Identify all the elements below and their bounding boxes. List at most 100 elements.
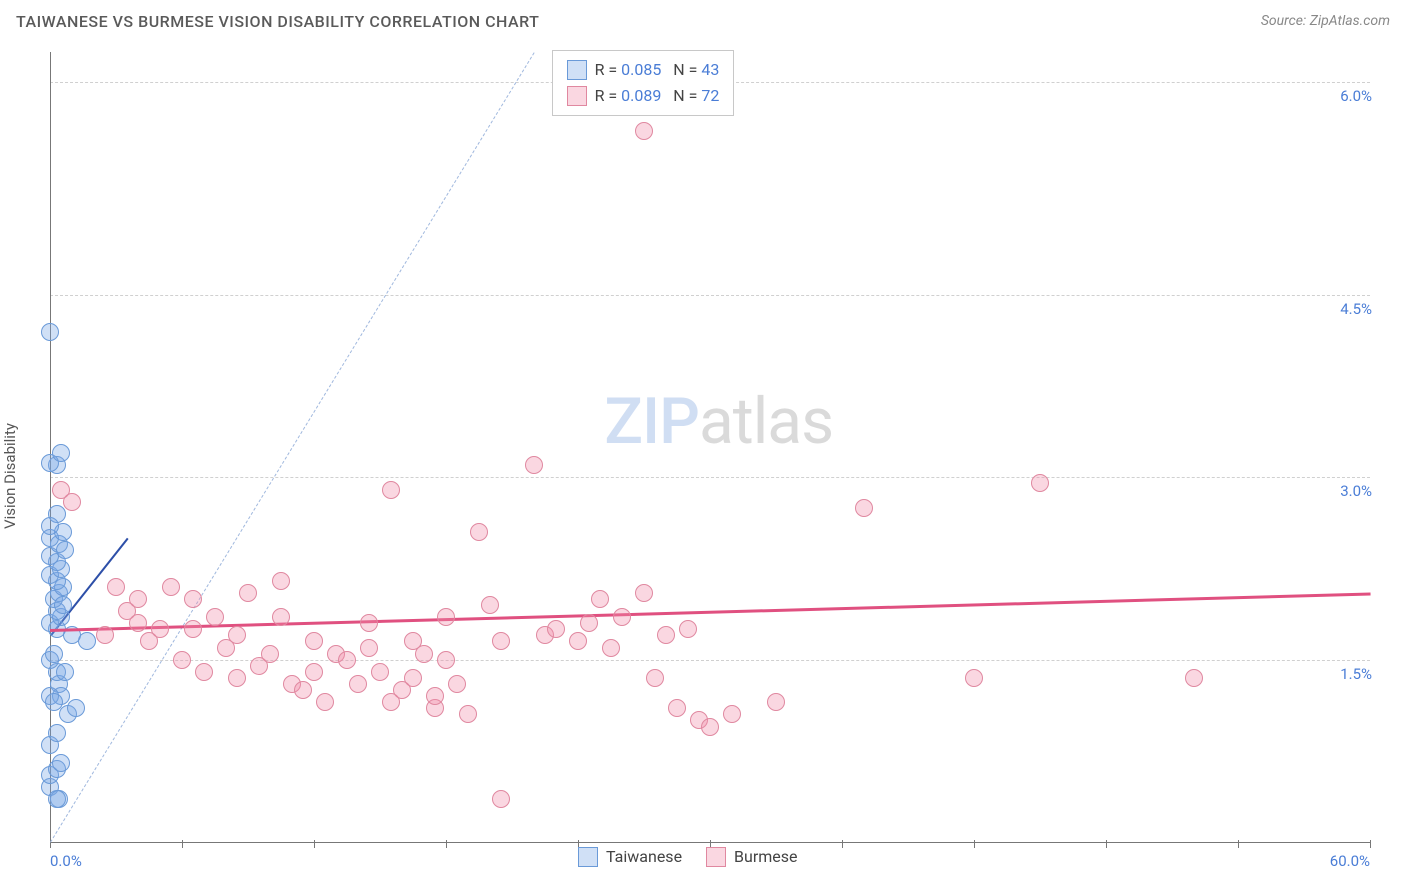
- series-legend-label: Taiwanese: [606, 844, 682, 870]
- data-point-burmese: [195, 663, 213, 681]
- data-point-taiwanese: [41, 517, 59, 535]
- data-point-burmese: [404, 632, 422, 650]
- series-legend-label: Burmese: [734, 844, 797, 870]
- data-point-burmese: [305, 663, 323, 681]
- data-point-taiwanese: [56, 663, 74, 681]
- chart-area: Vision Disability ZIPatlas 1.5% 3.0% 4.5% 6…: [0, 42, 1406, 892]
- data-point-taiwanese: [41, 323, 59, 341]
- stats-legend: R = 0.085 N = 43R = 0.089 N = 72: [552, 50, 735, 116]
- legend-swatch: [578, 847, 598, 867]
- data-point-burmese: [316, 693, 334, 711]
- title-bar: TAIWANESE VS BURMESE VISION DISABILITY C…: [0, 0, 1406, 42]
- data-point-burmese: [129, 614, 147, 632]
- y-tick-label: 4.5%: [1340, 300, 1372, 318]
- data-point-burmese: [63, 493, 81, 511]
- y-axis: [50, 52, 51, 842]
- data-point-burmese: [349, 675, 367, 693]
- data-point-burmese: [657, 626, 675, 644]
- data-point-burmese: [855, 499, 873, 517]
- x-tick: [314, 840, 315, 848]
- grid-line: [50, 295, 1370, 296]
- data-point-burmese: [360, 614, 378, 632]
- data-point-burmese: [228, 669, 246, 687]
- data-point-burmese: [965, 669, 983, 687]
- data-point-burmese: [492, 790, 510, 808]
- data-point-burmese: [338, 651, 356, 669]
- data-point-burmese: [646, 669, 664, 687]
- data-point-burmese: [151, 620, 169, 638]
- grid-line: [50, 477, 1370, 478]
- stats-legend-row: R = 0.089 N = 72: [567, 83, 720, 109]
- data-point-burmese: [1185, 669, 1203, 687]
- data-point-taiwanese: [67, 699, 85, 717]
- data-point-taiwanese: [48, 790, 66, 808]
- data-point-burmese: [602, 639, 620, 657]
- data-point-taiwanese: [78, 632, 96, 650]
- x-tick: [446, 840, 447, 848]
- data-point-burmese: [448, 675, 466, 693]
- data-point-taiwanese: [54, 596, 72, 614]
- data-point-burmese: [382, 481, 400, 499]
- data-point-burmese: [547, 620, 565, 638]
- data-point-taiwanese: [52, 444, 70, 462]
- x-tick: [974, 840, 975, 848]
- source-attribution: Source: ZipAtlas.com: [1261, 13, 1390, 29]
- data-point-burmese: [470, 523, 488, 541]
- series-legend: Taiwanese Burmese: [578, 844, 798, 870]
- data-point-burmese: [239, 584, 257, 602]
- data-point-taiwanese: [45, 645, 63, 663]
- data-point-burmese: [569, 632, 587, 650]
- data-point-burmese: [305, 632, 323, 650]
- watermark-part2: atlas: [699, 384, 833, 459]
- data-point-burmese: [679, 620, 697, 638]
- stats-legend-text: R = 0.089 N = 72: [595, 83, 720, 109]
- diagonal-reference-line: [50, 52, 535, 843]
- data-point-burmese: [162, 578, 180, 596]
- legend-swatch: [706, 847, 726, 867]
- x-tick: [842, 840, 843, 848]
- data-point-burmese: [635, 122, 653, 140]
- legend-swatch: [567, 60, 587, 80]
- y-tick-label: 3.0%: [1340, 482, 1372, 500]
- data-point-burmese: [701, 718, 719, 736]
- data-point-taiwanese: [52, 754, 70, 772]
- data-point-burmese: [294, 681, 312, 699]
- data-point-burmese: [723, 705, 741, 723]
- data-point-burmese: [272, 608, 290, 626]
- data-point-burmese: [272, 572, 290, 590]
- x-tick: [1370, 840, 1371, 848]
- data-point-taiwanese: [45, 693, 63, 711]
- y-axis-label: Vision Disability: [1, 423, 19, 529]
- watermark-part1: ZIP: [604, 384, 699, 459]
- data-point-burmese: [591, 590, 609, 608]
- data-point-burmese: [173, 651, 191, 669]
- data-point-burmese: [360, 639, 378, 657]
- data-point-burmese: [1031, 474, 1049, 492]
- data-point-burmese: [107, 578, 125, 596]
- data-point-burmese: [668, 699, 686, 717]
- stats-legend-text: R = 0.085 N = 43: [595, 57, 720, 83]
- data-point-burmese: [525, 456, 543, 474]
- data-point-taiwanese: [56, 541, 74, 559]
- y-tick-label: 1.5%: [1340, 665, 1372, 683]
- data-point-burmese: [184, 590, 202, 608]
- data-point-burmese: [228, 626, 246, 644]
- data-point-burmese: [767, 693, 785, 711]
- x-tick-label: 60.0%: [1330, 852, 1370, 870]
- data-point-burmese: [580, 614, 598, 632]
- data-point-burmese: [129, 590, 147, 608]
- stats-legend-row: R = 0.085 N = 43: [567, 57, 720, 83]
- data-point-burmese: [459, 705, 477, 723]
- watermark: ZIPatlas: [604, 384, 833, 459]
- data-point-burmese: [426, 687, 444, 705]
- data-point-burmese: [371, 663, 389, 681]
- data-point-burmese: [613, 608, 631, 626]
- x-tick-label: 0.0%: [50, 852, 82, 870]
- x-tick: [182, 840, 183, 848]
- y-tick-label: 6.0%: [1340, 87, 1372, 105]
- data-point-burmese: [96, 626, 114, 644]
- data-point-taiwanese: [48, 724, 66, 742]
- data-point-burmese: [184, 620, 202, 638]
- series-legend-item: Taiwanese: [578, 844, 682, 870]
- data-point-burmese: [437, 651, 455, 669]
